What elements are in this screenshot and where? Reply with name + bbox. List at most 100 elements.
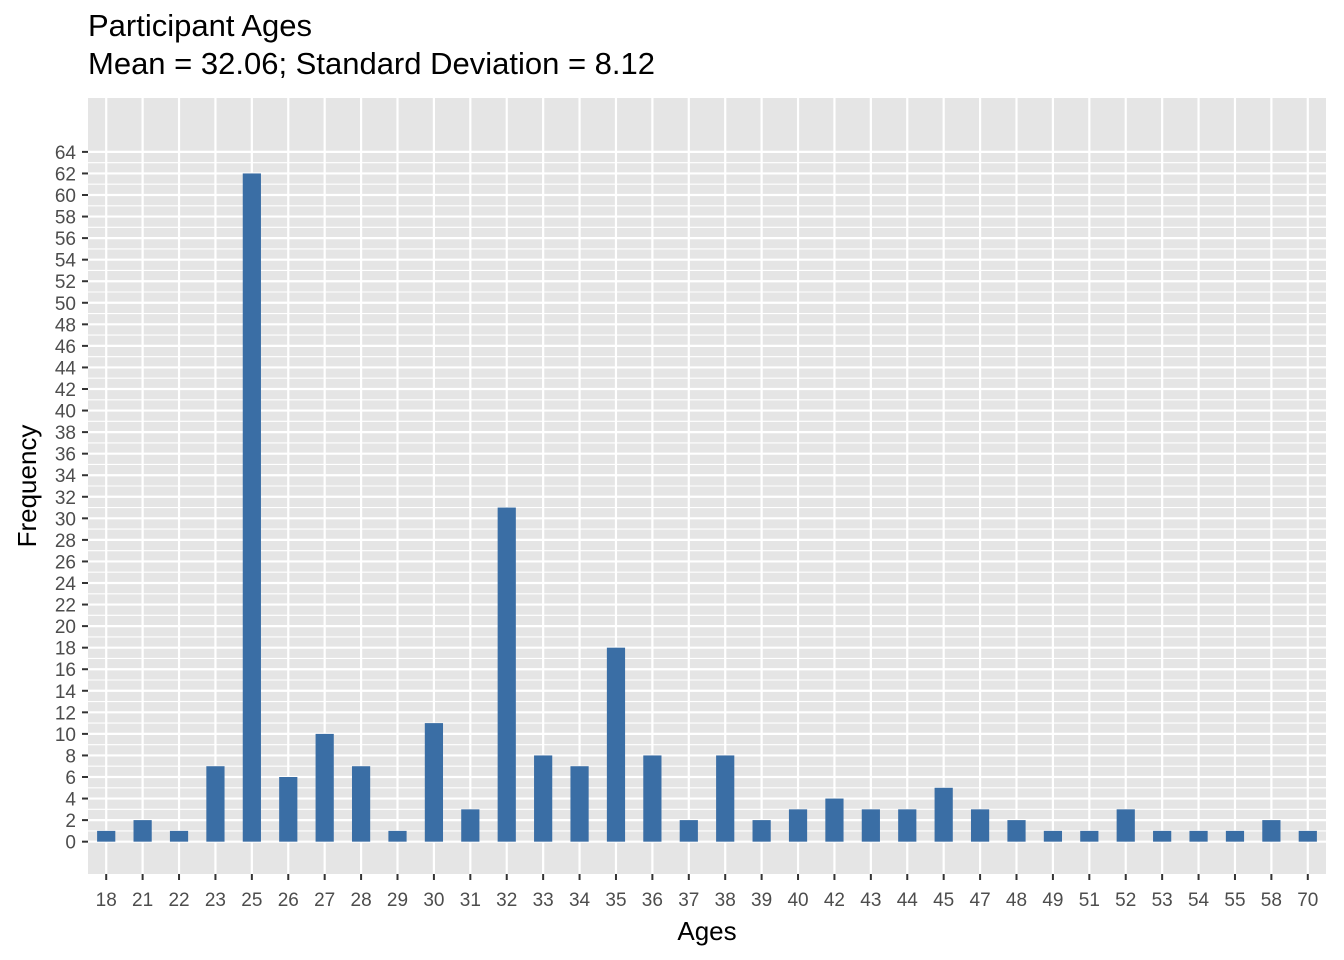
x-tick-label: 30 <box>423 890 444 911</box>
y-tick-label: 0 <box>65 833 76 854</box>
y-tick-label: 26 <box>55 552 76 573</box>
bar-33 <box>534 755 553 842</box>
bar-29 <box>388 830 407 842</box>
y-axis-title: Frequency <box>12 425 42 548</box>
y-tick-label: 2 <box>65 811 76 832</box>
bar-38 <box>716 755 735 842</box>
y-tick-label: 12 <box>55 703 76 724</box>
y-tick-label: 40 <box>55 402 76 423</box>
bar-45 <box>934 787 953 842</box>
y-tick-label: 34 <box>55 466 77 487</box>
x-tick-label: 25 <box>241 890 262 911</box>
x-tick-label: 49 <box>1042 890 1063 911</box>
bar-47 <box>970 809 990 842</box>
y-tick-label: 6 <box>65 768 76 789</box>
x-tick-label: 34 <box>569 890 591 911</box>
y-tick-label: 16 <box>55 660 76 681</box>
bar-21 <box>133 820 152 842</box>
bar-40 <box>788 809 808 842</box>
bar-53 <box>1153 830 1172 842</box>
y-tick-label: 30 <box>55 509 76 530</box>
x-tick-label: 40 <box>787 890 808 911</box>
x-tick-label: 26 <box>278 890 299 911</box>
bar-58 <box>1262 820 1281 842</box>
x-tick-label: 39 <box>751 890 772 911</box>
chart-subtitle: Mean = 32.06; Standard Deviation = 8.12 <box>88 46 656 81</box>
x-tick-label: 43 <box>860 890 881 911</box>
y-axis: 0246810121416182022242628303234363840424… <box>55 143 88 854</box>
x-tick-label: 29 <box>387 890 408 911</box>
bar-51 <box>1080 830 1099 842</box>
y-tick-label: 54 <box>55 251 77 272</box>
bar-18 <box>97 830 116 842</box>
bar-22 <box>169 830 189 842</box>
bar-39 <box>752 820 771 842</box>
y-tick-label: 50 <box>55 294 76 315</box>
x-tick-label: 58 <box>1261 890 1282 911</box>
major-gridlines <box>88 98 1326 874</box>
x-tick-label: 55 <box>1224 890 1245 911</box>
y-tick-label: 64 <box>55 143 77 164</box>
y-tick-label: 46 <box>55 337 76 358</box>
y-tick-label: 60 <box>55 186 76 207</box>
x-axis-title: Ages <box>677 916 736 946</box>
y-tick-label: 22 <box>55 596 76 617</box>
bar-28 <box>351 766 371 842</box>
y-tick-label: 18 <box>55 639 76 660</box>
x-tick-label: 38 <box>715 890 736 911</box>
x-tick-label: 18 <box>96 890 117 911</box>
x-tick-label: 70 <box>1297 890 1318 911</box>
x-tick-label: 36 <box>642 890 663 911</box>
x-tick-label: 31 <box>460 890 481 911</box>
x-axis: 18 21 22 23 25 26 27 28 29 30 31 32 33 34 35 36 37 38 39 40… <box>96 874 1318 911</box>
x-tick-label: 44 <box>897 890 919 911</box>
bar-32 <box>497 507 516 842</box>
y-tick-label: 38 <box>55 423 76 444</box>
bar-55 <box>1225 830 1245 842</box>
bar-44 <box>898 809 917 842</box>
bar-35 <box>606 647 626 842</box>
x-tick-label: 28 <box>351 890 372 911</box>
bar-27 <box>315 733 334 842</box>
y-tick-label: 20 <box>55 617 76 638</box>
bar-34 <box>570 766 589 842</box>
x-tick-label: 42 <box>824 890 845 911</box>
x-tick-label: 37 <box>678 890 699 911</box>
x-tick-label: 27 <box>314 890 335 911</box>
x-tick-label: 33 <box>533 890 554 911</box>
y-tick-label: 32 <box>55 488 76 509</box>
bar-49 <box>1043 830 1063 842</box>
y-tick-label: 52 <box>55 272 76 293</box>
x-tick-label: 45 <box>933 890 954 911</box>
y-tick-label: 24 <box>55 574 77 595</box>
y-tick-label: 4 <box>65 790 76 811</box>
x-tick-label: 23 <box>205 890 226 911</box>
bar-43 <box>861 809 880 842</box>
x-tick-label: 53 <box>1152 890 1173 911</box>
bar-31 <box>461 809 480 842</box>
x-tick-label: 35 <box>605 890 626 911</box>
y-tick-label: 10 <box>55 725 76 746</box>
x-tick-label: 48 <box>1006 890 1027 911</box>
bar-37 <box>679 820 698 842</box>
bar-25 <box>242 173 261 842</box>
bar-70 <box>1298 830 1317 842</box>
bar-54 <box>1189 830 1208 842</box>
x-tick-label: 32 <box>496 890 517 911</box>
y-tick-label: 8 <box>65 746 76 767</box>
y-tick-label: 56 <box>55 229 76 250</box>
y-tick-label: 14 <box>55 682 77 703</box>
bar-23 <box>206 766 225 842</box>
x-tick-label: 22 <box>168 890 189 911</box>
x-tick-label: 52 <box>1115 890 1136 911</box>
y-tick-label: 28 <box>55 531 76 552</box>
x-tick-label: 54 <box>1188 890 1210 911</box>
x-tick-label: 47 <box>970 890 991 911</box>
y-tick-label: 48 <box>55 315 76 336</box>
chart-title: Participant Ages <box>88 8 313 43</box>
x-tick-label: 21 <box>132 890 153 911</box>
y-tick-label: 42 <box>55 380 76 401</box>
bars <box>97 173 1317 842</box>
y-tick-label: 58 <box>55 208 76 229</box>
